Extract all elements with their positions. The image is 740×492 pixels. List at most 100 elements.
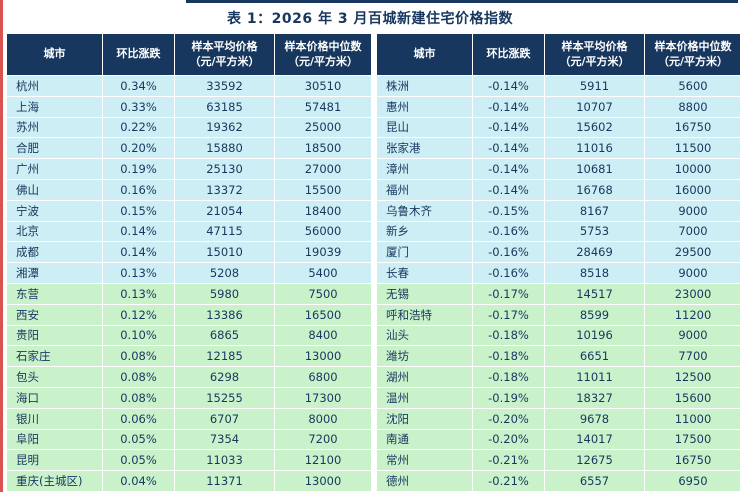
change-cell: -0.17% [472,282,545,305]
table-row: 杭州 0.34% 33592 30510 [6,75,372,97]
table-row: 阜阳 0.05% 7354 7200 [6,428,372,451]
city-cell: 长春 [376,262,473,284]
city-cell: 潍坊 [376,345,473,368]
avg-price-cell: 19362 [174,116,275,139]
avg-price-cell: 33592 [174,75,275,97]
median-price-cell: 17300 [274,386,372,409]
median-price-cell: 16750 [644,449,740,472]
city-cell: 常州 [376,449,473,472]
change-cell: -0.16% [472,241,545,264]
avg-price-cell: 5980 [174,282,275,305]
change-cell: -0.15% [472,199,545,222]
avg-price-cell: 7354 [174,428,275,451]
table-row: 温州 -0.19% 18327 15600 [376,386,740,409]
avg-price-cell: 5753 [544,220,645,243]
table-row: 新乡 -0.16% 5753 7000 [376,220,740,243]
table-row: 潍坊 -0.18% 6651 7700 [376,345,740,368]
table-row: 贵阳 0.10% 6865 8400 [6,324,372,347]
city-cell: 北京 [6,220,103,243]
city-cell: 成都 [6,241,103,264]
median-price-cell: 8800 [644,95,740,118]
avg-price-cell: 63185 [174,95,275,118]
median-price-cell: 9000 [644,324,740,347]
change-cell: 0.19% [102,158,175,180]
avg-price-cell: 13372 [174,178,275,201]
city-cell: 阜阳 [6,428,103,451]
median-price-cell: 13000 [274,345,372,368]
avg-price-cell: 14017 [544,428,645,451]
median-price-cell: 7200 [274,428,372,451]
city-cell: 广州 [6,158,103,180]
avg-price-cell: 6651 [544,345,645,368]
price-table-left: 城市 环比涨跌 样本平均价格 （元/平方米） 样本价格中位数 （元/平方米） 杭州 0.34… [6,33,372,492]
avg-price-cell: 12185 [174,345,275,368]
median-price-cell: 18400 [274,199,372,222]
city-cell: 昆山 [376,116,473,139]
header-city: 城市 [6,33,103,76]
change-cell: 0.16% [102,178,175,201]
table-row: 惠州 -0.14% 10707 8800 [376,95,740,118]
table-row: 宁波 0.15% 21054 18400 [6,199,372,222]
median-price-cell: 8000 [274,407,372,430]
table-row: 无锡 -0.17% 14517 23000 [376,282,740,305]
table-row: 德州 -0.21% 6557 6950 [376,470,740,492]
median-price-cell: 23000 [644,282,740,305]
change-cell: 0.22% [102,116,175,139]
city-cell: 南通 [376,428,473,451]
median-price-cell: 12100 [274,449,372,472]
avg-price-cell: 10681 [544,158,645,180]
city-cell: 德州 [376,470,473,492]
table-row: 福州 -0.14% 16768 16000 [376,178,740,201]
median-price-cell: 29500 [644,241,740,264]
avg-price-cell: 14517 [544,282,645,305]
table-row: 佛山 0.16% 13372 15500 [6,178,372,201]
table-row: 海口 0.08% 15255 17300 [6,386,372,409]
median-price-cell: 17500 [644,428,740,451]
top-rule [186,0,738,3]
table-row: 常州 -0.21% 12675 16750 [376,449,740,472]
left-edge-artifact [0,0,3,492]
change-cell: -0.18% [472,324,545,347]
median-price-cell: 30510 [274,75,372,97]
avg-price-cell: 15880 [174,137,275,160]
change-cell: -0.21% [472,449,545,472]
table-row: 苏州 0.22% 19362 25000 [6,116,372,139]
table-row: 包头 0.08% 6298 6800 [6,366,372,388]
median-price-cell: 7000 [644,220,740,243]
table-row: 合肥 0.20% 15880 18500 [6,137,372,160]
table-row: 张家港 -0.14% 11016 11500 [376,137,740,160]
median-price-cell: 6800 [274,366,372,388]
city-cell: 沈阳 [376,407,473,430]
median-price-cell: 16000 [644,178,740,201]
avg-price-cell: 5911 [544,75,645,97]
median-price-cell: 27000 [274,158,372,180]
tables-container: 城市 环比涨跌 样本平均价格 （元/平方米） 样本价格中位数 （元/平方米） 杭州 0.34… [0,33,740,492]
avg-price-cell: 16768 [544,178,645,201]
change-cell: 0.08% [102,345,175,368]
city-cell: 呼和浩特 [376,303,473,326]
header-median-price: 样本价格中位数 （元/平方米） [274,33,372,76]
change-cell: 0.34% [102,75,175,97]
median-price-cell: 56000 [274,220,372,243]
median-price-cell: 19039 [274,241,372,264]
avg-price-cell: 21054 [174,199,275,222]
table-row: 汕头 -0.18% 10196 9000 [376,324,740,347]
median-price-cell: 16750 [644,116,740,139]
header-change: 环比涨跌 [102,33,175,76]
avg-price-cell: 8518 [544,262,645,284]
median-price-cell: 9000 [644,199,740,222]
title-bar: 表 1：2026 年 3 月百城新建住宅价格指数 [0,0,740,33]
city-cell: 惠州 [376,95,473,118]
header-avg-price: 样本平均价格 （元/平方米） [544,33,645,76]
avg-price-cell: 47115 [174,220,275,243]
median-price-cell: 15500 [274,178,372,201]
table-row: 北京 0.14% 47115 56000 [6,220,372,243]
city-cell: 漳州 [376,158,473,180]
city-cell: 昆明 [6,449,103,472]
city-cell: 湖州 [376,366,473,388]
city-cell: 福州 [376,178,473,201]
table-row: 成都 0.14% 15010 19039 [6,241,372,264]
median-price-cell: 7500 [274,282,372,305]
change-cell: 0.12% [102,303,175,326]
header-avg-price: 样本平均价格 （元/平方米） [174,33,275,76]
